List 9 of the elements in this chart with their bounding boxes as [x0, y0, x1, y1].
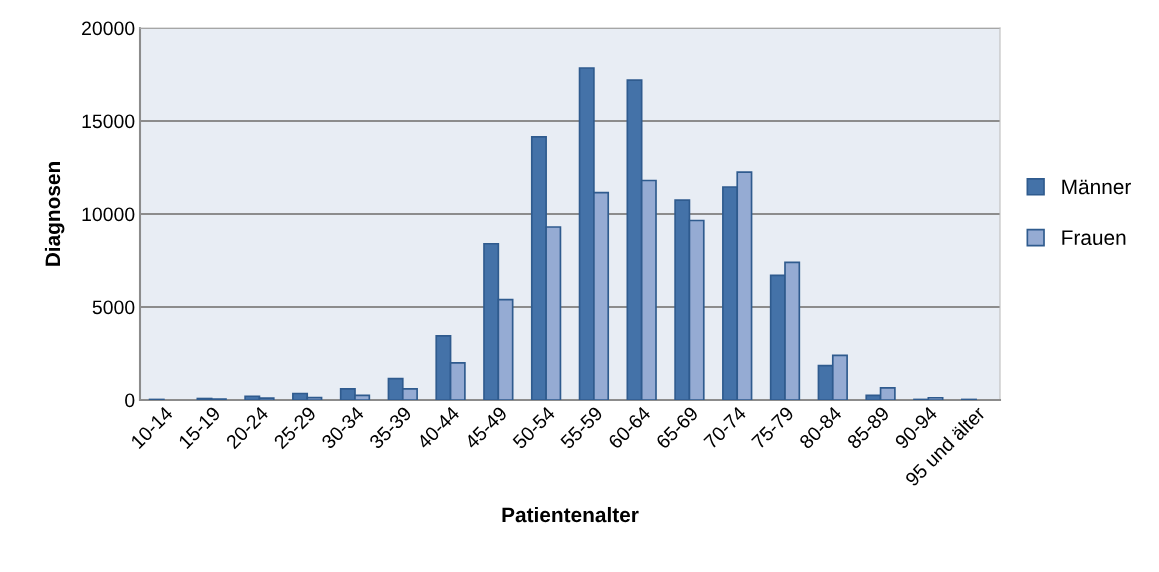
y-tick-label: 5000 [92, 300, 135, 315]
legend-label: Frauen [1062, 230, 1126, 246]
y-tick-label: 20000 [82, 21, 135, 36]
y-tick-label: 15000 [82, 114, 135, 129]
y-axis-title: Diagnosen [44, 162, 65, 266]
y-tick-label: 0 [125, 393, 135, 408]
x-axis-title: Patientenalter [502, 506, 639, 523]
y-tick-label: 10000 [82, 207, 135, 222]
legend-label: Männer [1062, 179, 1131, 195]
